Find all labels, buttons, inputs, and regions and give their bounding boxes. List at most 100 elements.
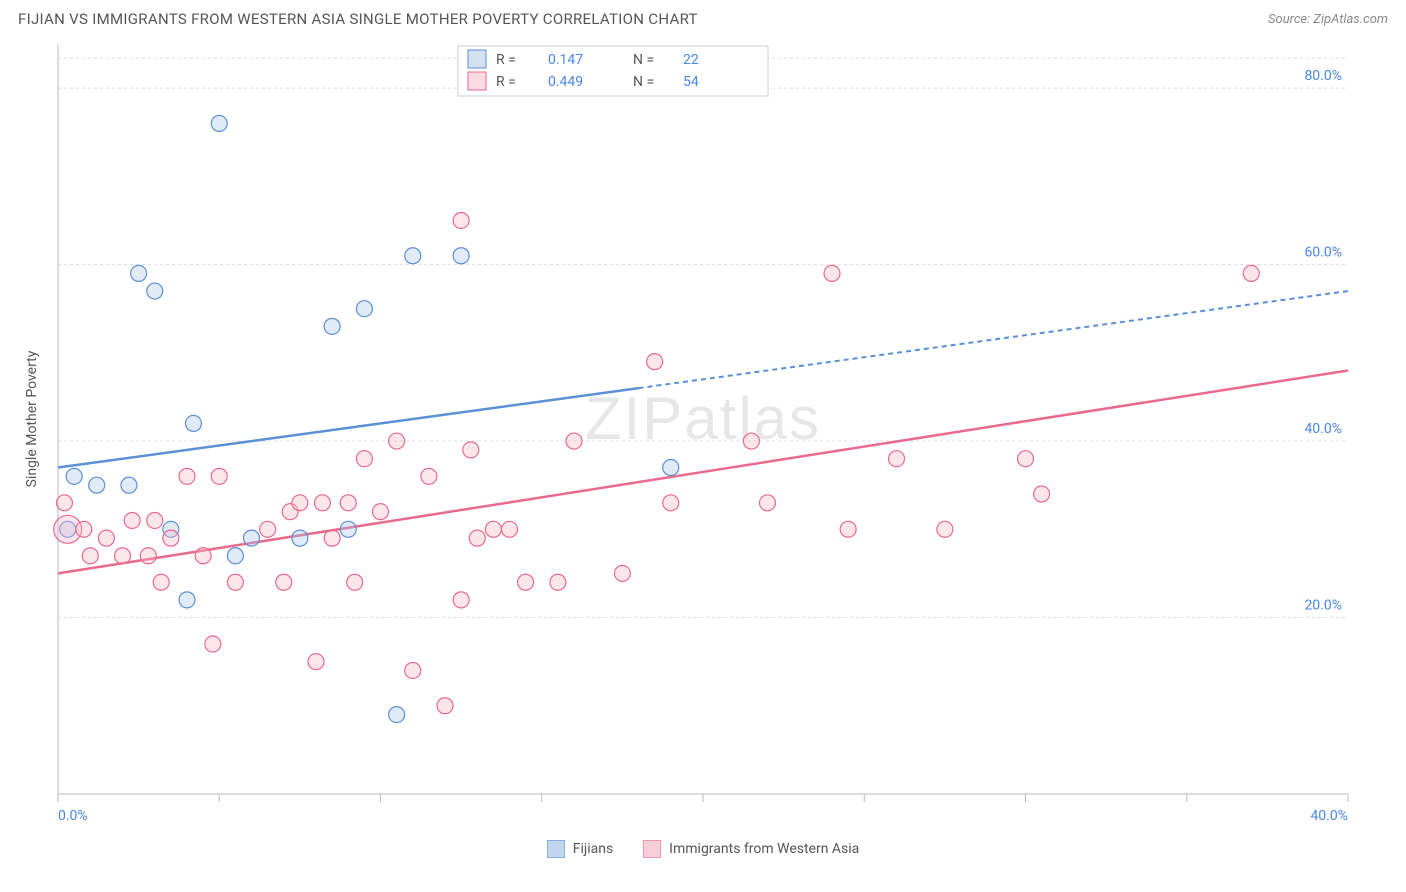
data-point [405,662,421,678]
series-legend: Fijians Immigrants from Western Asia [0,834,1406,858]
chart-header: FIJIAN VS IMMIGRANTS FROM WESTERN ASIA S… [0,0,1406,34]
data-point [308,654,324,670]
data-point [340,495,356,511]
data-point [647,354,663,370]
legend-label: Immigrants from Western Asia [669,841,859,857]
trend-line [58,388,639,467]
chart-title: FIJIAN VS IMMIGRANTS FROM WESTERN ASIA S… [18,10,698,28]
legend-r-value: 0.449 [548,74,583,90]
y-tick-label: 40.0% [1304,421,1342,437]
data-point [76,521,92,537]
legend-swatch [547,840,565,858]
data-point [314,495,330,511]
data-point [356,451,372,467]
data-point [195,548,211,564]
data-point [1034,486,1050,502]
data-point [121,477,137,493]
data-point [663,460,679,476]
data-point [227,548,243,564]
data-point [550,574,566,590]
data-point [663,495,679,511]
data-point [205,636,221,652]
data-point [614,565,630,581]
data-point [373,504,389,520]
chart-container: ZIPatlas 0.0% 40.0% 20.0% 40.0% 60.0% 80.0% Sin… [18,34,1388,834]
watermark: ZIPatlas [585,385,821,452]
data-point [389,433,405,449]
y-tick-label: 80.0% [1304,68,1342,84]
legend-swatch [643,840,661,858]
data-point [115,548,131,564]
data-point [131,265,147,281]
data-point [405,248,421,264]
data-point [292,530,308,546]
legend-item: Fijians [547,840,613,858]
data-point [185,415,201,431]
data-point [163,530,179,546]
data-point [340,521,356,537]
y-tick-label: 60.0% [1304,245,1342,261]
data-point [437,698,453,714]
data-point [140,548,156,564]
data-point [276,574,292,590]
data-point [453,592,469,608]
data-point [227,574,243,590]
legend-label: Fijians [573,841,613,857]
data-point [566,433,582,449]
data-point [211,115,227,131]
data-point [324,318,340,334]
data-point [292,495,308,511]
data-point [518,574,534,590]
legend-n-value: 22 [683,52,699,68]
y-tick-label: 20.0% [1304,598,1342,614]
legend-n-label: N = [633,74,654,90]
legend-swatch [468,72,486,90]
data-point [1243,265,1259,281]
data-point [389,707,405,723]
legend-r-value: 0.147 [548,52,583,68]
scatter-chart: ZIPatlas 0.0% 40.0% 20.0% 40.0% 60.0% 80.0% Sin… [18,34,1388,834]
data-point [98,530,114,546]
x-tick-label: 0.0% [58,808,88,824]
data-point [485,521,501,537]
data-point [743,433,759,449]
data-point [211,468,227,484]
legend-r-label: R = [496,52,516,68]
data-point [1018,451,1034,467]
data-point [147,512,163,528]
data-point [347,574,363,590]
data-point [937,521,953,537]
legend-item: Immigrants from Western Asia [643,840,859,858]
data-point [153,574,169,590]
data-point [824,265,840,281]
data-point [453,212,469,228]
data-point [244,530,260,546]
data-point [147,283,163,299]
data-point [89,477,105,493]
data-point [469,530,485,546]
data-point [260,521,276,537]
data-point [66,468,82,484]
legend-n-label: N = [633,52,654,68]
data-point [760,495,776,511]
data-point [463,442,479,458]
data-point [502,521,518,537]
data-point [179,592,195,608]
data-point [421,468,437,484]
legend-swatch [468,50,486,68]
y-axis-title: Single Mother Poverty [24,350,40,487]
legend-n-value: 54 [683,74,699,90]
data-point [324,530,340,546]
chart-source: Source: ZipAtlas.com [1268,12,1388,27]
trend-line-extrapolated [639,291,1349,388]
data-point [179,468,195,484]
x-tick-label: 40.0% [1310,808,1348,824]
data-point [124,512,140,528]
data-point [889,451,905,467]
data-point [82,548,98,564]
data-point [56,495,72,511]
data-point [453,248,469,264]
legend-r-label: R = [496,74,516,90]
data-point [356,301,372,317]
data-point [840,521,856,537]
